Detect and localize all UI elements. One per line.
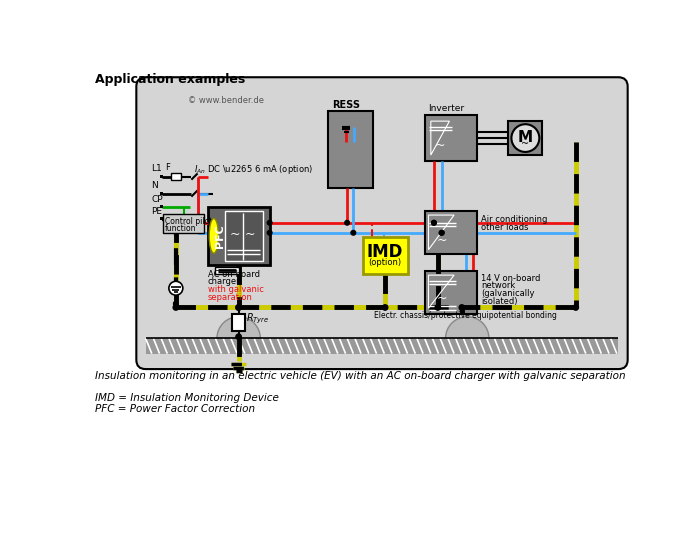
Bar [425,115,477,161]
Circle shape [267,230,272,235]
Text: Electr. chassis/protective equipotential bonding: Electr. chassis/protective equipotential… [374,311,557,320]
Text: ~: ~ [522,139,529,149]
Circle shape [236,305,241,310]
Text: M: M [518,130,533,145]
Ellipse shape [209,219,218,253]
Circle shape [174,301,178,306]
Text: Control pilot: Control pilot [165,216,212,226]
Circle shape [432,221,436,225]
Text: N: N [151,181,158,190]
Circle shape [267,221,272,225]
Text: Application examples: Application examples [95,72,246,85]
Bar [208,207,270,265]
Text: ~: ~ [436,292,447,305]
Circle shape [459,305,465,310]
Bar [363,236,407,274]
Text: Air conditioning: Air conditioning [481,215,547,224]
Circle shape [169,281,183,295]
Text: $R_{Tyre}$: $R_{Tyre}$ [246,312,270,326]
Text: PE: PE [151,207,162,216]
Circle shape [435,305,440,310]
Wedge shape [446,316,489,338]
Text: PFC = Power Factor Correction: PFC = Power Factor Correction [95,404,256,414]
Text: © www.bender.de: © www.bender.de [188,96,265,105]
Bar [163,214,204,233]
Circle shape [173,305,178,310]
Bar [160,217,164,221]
Text: ~: ~ [245,228,255,241]
Text: ~: ~ [435,139,445,152]
Text: PFC: PFC [215,224,225,248]
FancyBboxPatch shape [136,77,628,369]
Text: F: F [165,163,170,172]
Text: IMD: IMD [367,243,403,261]
Text: network: network [481,281,515,291]
Text: L1: L1 [151,164,162,174]
Text: isolated): isolated) [481,296,518,306]
Circle shape [351,230,356,235]
Circle shape [440,230,444,235]
Bar [328,111,372,188]
Text: AC on-board: AC on-board [208,270,260,279]
Bar [160,192,164,195]
Circle shape [432,221,436,225]
Bar [425,271,477,314]
Text: RESS: RESS [332,100,360,110]
Circle shape [382,305,388,310]
Text: other loads: other loads [481,223,528,232]
Bar [146,338,618,354]
Circle shape [345,221,349,225]
Text: Insulation monitoring in an electric vehicle (EV) with an AC on-board charger wi: Insulation monitoring in an electric veh… [95,371,626,381]
Bar [232,314,245,331]
Text: with galvanic: with galvanic [208,285,263,294]
Text: Inverter: Inverter [428,104,464,114]
Circle shape [236,334,241,339]
Circle shape [440,230,444,235]
Wedge shape [217,316,260,338]
Bar [172,173,181,180]
Text: (option): (option) [368,258,402,267]
Bar [508,121,542,155]
Text: CP: CP [151,195,162,203]
Bar [225,211,263,261]
Text: function: function [165,223,197,233]
Text: (galvanically: (galvanically [481,289,535,298]
Text: charger: charger [208,278,240,286]
Circle shape [512,124,539,152]
Text: ~: ~ [230,228,240,241]
Text: ~: ~ [436,234,447,247]
Text: $I_{An}$ DC \u2265 6 mA (option): $I_{An}$ DC \u2265 6 mA (option) [194,163,313,176]
Text: separation: separation [208,293,253,302]
Text: IMD = Insulation Monitoring Device: IMD = Insulation Monitoring Device [95,393,279,403]
Bar [160,175,164,178]
Bar [160,205,164,208]
Bar [216,267,239,274]
Circle shape [236,305,241,310]
Text: 14 V on-board: 14 V on-board [481,274,540,282]
Circle shape [573,305,578,310]
Bar [425,211,477,254]
